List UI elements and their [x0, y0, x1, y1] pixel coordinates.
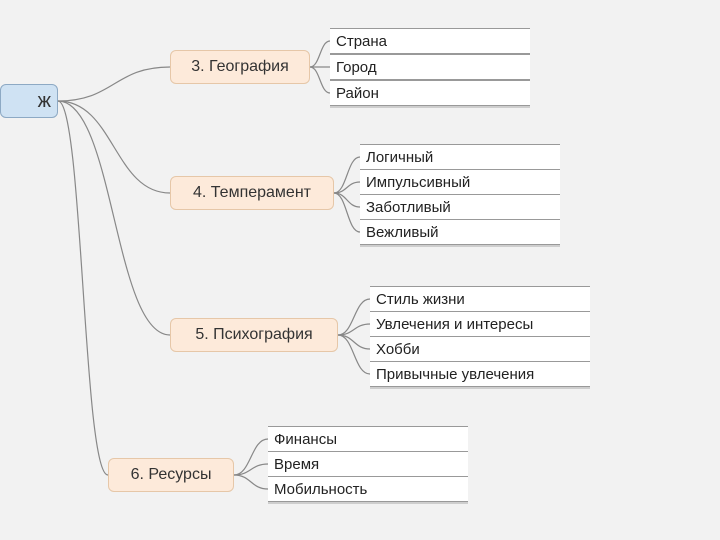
- leaf-b4-1[interactable]: Импульсивный: [360, 169, 560, 195]
- branch-b3-label: 3. География: [191, 58, 289, 76]
- leaf-b6-0-label: Финансы: [274, 431, 337, 448]
- leaf-b6-2[interactable]: Мобильность: [268, 476, 468, 502]
- root-node[interactable]: ж: [0, 84, 58, 118]
- leaf-b4-3-label: Вежливый: [366, 224, 438, 241]
- leaf-b6-1[interactable]: Время: [268, 451, 468, 477]
- leaf-b3-0-label: Страна: [336, 33, 387, 50]
- leaf-b5-1-label: Увлечения и интересы: [376, 316, 533, 333]
- leaf-b4-2-label: Заботливый: [366, 199, 451, 216]
- branch-b6-label: 6. Ресурсы: [131, 466, 212, 484]
- leaf-b4-0[interactable]: Логичный: [360, 144, 560, 170]
- leaf-b3-1-label: Город: [336, 59, 377, 76]
- leaf-b5-2-label: Хобби: [376, 341, 420, 358]
- mindmap-canvas: ж 3. География Страна Город Район 4. Темперам…: [0, 0, 720, 540]
- leaf-b3-1[interactable]: Город: [330, 54, 530, 80]
- branch-b5[interactable]: 5. Психография: [170, 318, 338, 352]
- leaf-b5-2[interactable]: Хобби: [370, 336, 590, 362]
- branch-b6[interactable]: 6. Ресурсы: [108, 458, 234, 492]
- leaf-b5-1[interactable]: Увлечения и интересы: [370, 311, 590, 337]
- leaf-b4-3[interactable]: Вежливый: [360, 219, 560, 245]
- leaf-b3-2-label: Район: [336, 85, 379, 102]
- branch-b4-label: 4. Темперамент: [193, 184, 311, 202]
- leaf-b4-1-label: Импульсивный: [366, 174, 470, 191]
- leaf-b4-0-label: Логичный: [366, 149, 433, 166]
- leaf-b5-3[interactable]: Привычные увлечения: [370, 361, 590, 387]
- leaf-b5-3-label: Привычные увлечения: [376, 366, 534, 383]
- leaf-b4-2[interactable]: Заботливый: [360, 194, 560, 220]
- leaf-b6-0[interactable]: Финансы: [268, 426, 468, 452]
- root-node-label: ж: [38, 90, 51, 113]
- leaf-b5-0[interactable]: Стиль жизни: [370, 286, 590, 312]
- leaf-b6-2-label: Мобильность: [274, 481, 367, 498]
- branch-b4[interactable]: 4. Темперамент: [170, 176, 334, 210]
- leaf-b3-0[interactable]: Страна: [330, 28, 530, 54]
- branch-b5-label: 5. Психография: [195, 326, 312, 344]
- branch-b3[interactable]: 3. География: [170, 50, 310, 84]
- leaf-b3-2[interactable]: Район: [330, 80, 530, 106]
- leaf-b5-0-label: Стиль жизни: [376, 291, 465, 308]
- leaf-b6-1-label: Время: [274, 456, 319, 473]
